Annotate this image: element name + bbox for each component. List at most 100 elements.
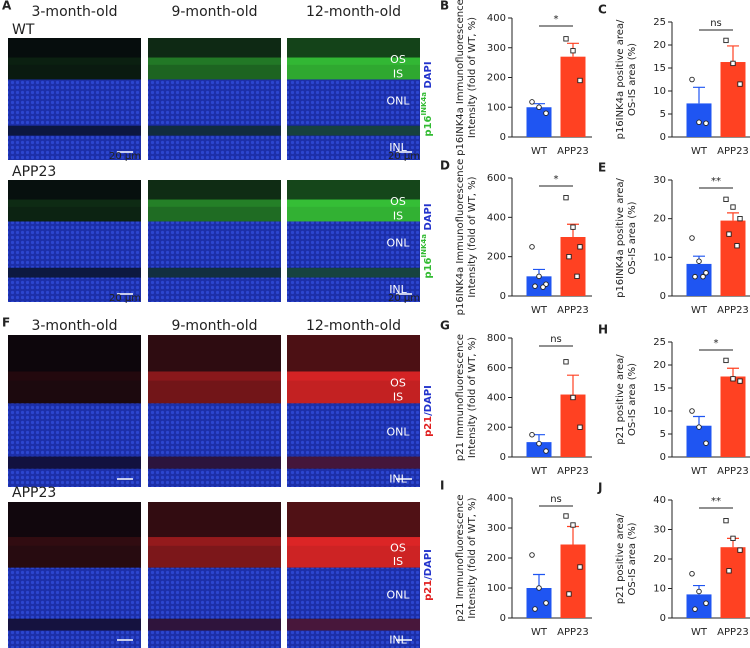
data-point [543,110,549,116]
x-tick-label: WT [691,466,708,477]
y-tick-label: 0 [660,291,666,302]
data-point [577,77,583,84]
y-tick-label: 600 [487,363,506,374]
y-tick-label: 25 [653,337,666,348]
opl [8,267,141,278]
micrograph [148,180,281,302]
opl-signal [148,125,281,136]
y-tick-label: 10 [653,252,666,263]
y-axis-label: p16INK4a Immunofluorescence [455,159,466,316]
inner-segment [287,371,420,404]
y-tick-label: 10 [653,406,666,417]
row-label: WT [12,22,35,38]
stain-part: p16 [423,115,434,136]
onl-texture [148,79,281,126]
data-point [689,235,695,241]
y-tick-label: 200 [487,73,506,84]
opl [148,456,281,469]
micrograph: 20 μm [8,38,141,162]
inl-texture [148,468,281,487]
column-title: 9-month-old [171,318,257,334]
stain-part: p16 [423,257,434,278]
y-axis-label: p21 Immunofluorescence [455,494,466,621]
outer-segment [148,180,281,207]
y-tick-label: 0 [500,452,506,463]
inl-texture [287,135,420,160]
onl-texture [287,567,420,619]
y-tick-label: 0 [660,452,666,463]
y-tick-label: 200 [487,422,506,433]
micrograph [8,335,141,487]
outer-segment [148,502,281,546]
inner-segment [8,537,141,568]
micrograph: 20 μm [8,180,141,304]
data-point [696,588,702,595]
stain-part: INK4a [420,92,428,116]
outer-segment [148,38,281,65]
data-point [574,273,580,279]
data-point [737,81,743,87]
opl-signal [148,618,281,631]
y-axis-label: OS-IS area (%) [627,43,638,116]
data-point [577,424,583,430]
opl-signal [287,125,420,136]
y-tick-label: 300 [487,523,506,534]
y-axis-label: OS-IS area (%) [627,201,638,274]
y-tick-label: 30 [653,525,666,536]
data-point [536,104,542,110]
data-point [543,600,549,606]
layer-label: INL [389,141,407,154]
data-point [696,424,702,430]
data-point [570,394,576,401]
significance-label: ns [550,494,562,505]
opl-signal [8,267,141,278]
x-tick-label: APP23 [557,146,589,157]
y-tick-label: 20 [653,554,666,565]
y-tick-label: 15 [653,383,666,394]
y-axis-label: OS-IS area (%) [627,363,638,436]
data-point [532,606,538,612]
y-axis-label: p16INK4a positive area/ [615,177,626,297]
stain-label: p21/DAPI [423,549,434,601]
opl [148,125,281,136]
error-bar [693,415,705,426]
onl-texture [287,221,420,268]
bar [720,220,746,296]
y-tick-label: 400 [487,493,506,504]
error-bar [727,212,739,221]
data-point [723,196,729,202]
significance-label: * [714,338,719,349]
data-point [703,440,709,446]
micrograph: 20 μm OS IS ONL INL [287,38,420,162]
onl-texture [148,221,281,268]
opl [8,456,141,469]
layer-label: IS [393,210,403,223]
column-title: 9-month-old [171,4,257,20]
stain-part: INK4a [420,234,428,258]
column-title: 3-month-old [31,318,117,334]
opl [287,267,420,278]
micrograph [148,502,281,648]
opl-signal [287,267,420,278]
inner-segment [8,57,141,80]
onl-texture [148,403,281,457]
outer-segment [148,335,281,381]
data-point [703,600,709,607]
significance-label: ns [550,334,562,345]
y-tick-label: 20 [653,40,666,51]
y-tick-label: 400 [487,13,506,24]
data-point [726,231,732,237]
data-point [723,518,729,524]
inl-texture [287,468,420,487]
layer-label: ONL [386,94,410,107]
stain-label: p21/DAPI [423,385,434,437]
x-tick-label: WT [531,627,548,638]
y-tick-label: 0 [660,132,666,143]
data-point [566,254,572,260]
data-point [536,440,542,447]
x-tick-label: WT [691,305,708,316]
data-point [692,273,698,280]
stain-part: DAPI [423,203,434,234]
layer-label: ONL [386,425,410,438]
